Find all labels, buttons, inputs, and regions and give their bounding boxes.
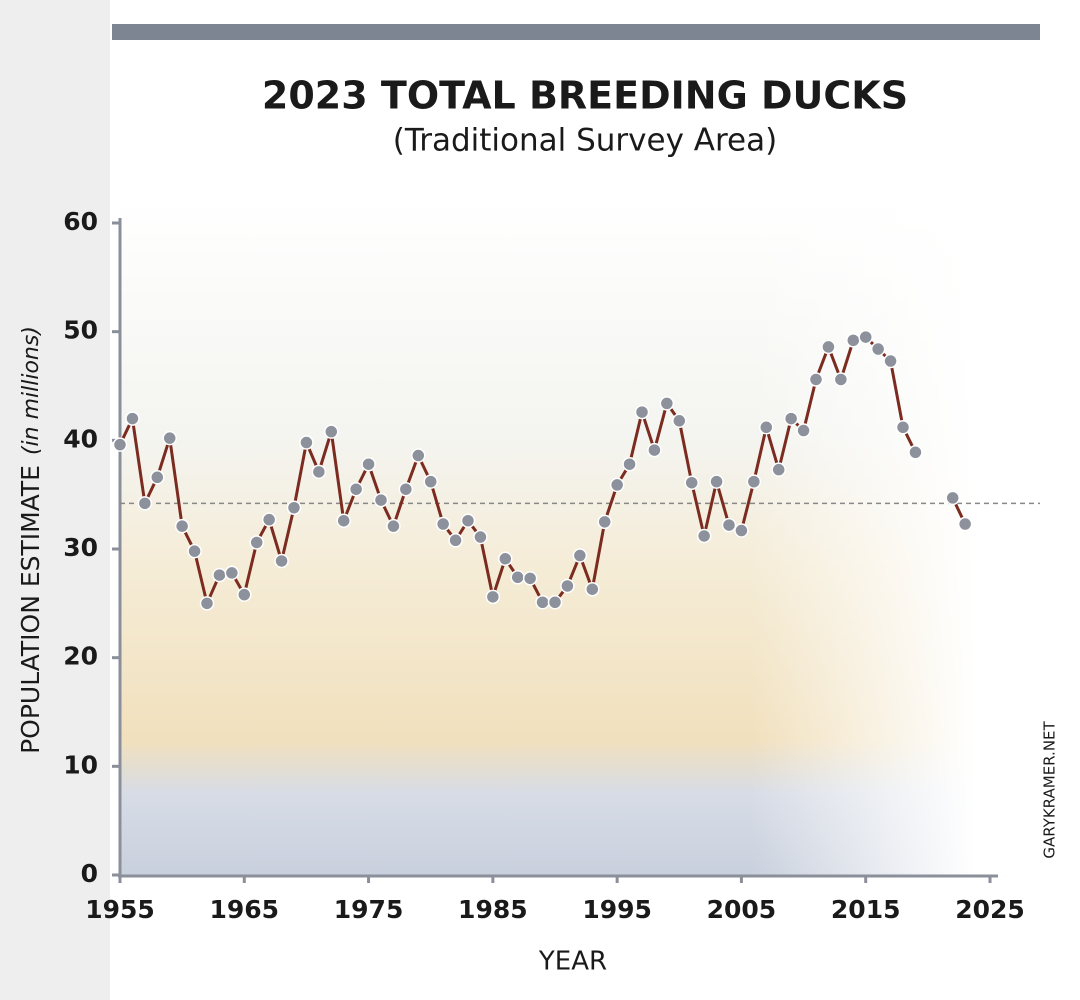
top-bar bbox=[112, 24, 1040, 40]
data-point bbox=[249, 535, 264, 550]
data-point bbox=[299, 435, 314, 450]
y-tick-label: 20 bbox=[63, 642, 98, 671]
data-point bbox=[286, 500, 302, 515]
data-point bbox=[224, 565, 240, 581]
data-point bbox=[199, 596, 215, 611]
data-point bbox=[709, 474, 724, 489]
y-axis-label-main: POPULATION ESTIMATE bbox=[16, 465, 45, 754]
y-tick-label: 30 bbox=[63, 533, 98, 562]
data-point bbox=[945, 490, 960, 506]
data-point bbox=[572, 548, 588, 563]
data-point bbox=[460, 513, 476, 528]
watermark: GARYKRAMER.NET bbox=[1041, 720, 1059, 858]
data-point bbox=[783, 411, 799, 426]
data-point bbox=[746, 474, 762, 489]
data-point bbox=[212, 567, 227, 583]
data-point bbox=[721, 517, 737, 533]
data-point bbox=[547, 594, 563, 610]
data-point bbox=[659, 396, 675, 411]
data-point bbox=[187, 543, 202, 559]
x-tick-label: 1995 bbox=[582, 895, 652, 924]
chart-title: 2023 TOTAL BREEDING DUCKS bbox=[262, 74, 908, 118]
data-point bbox=[870, 341, 886, 357]
data-point bbox=[833, 372, 849, 387]
data-point bbox=[336, 513, 351, 528]
data-point bbox=[535, 594, 550, 610]
data-point bbox=[647, 442, 662, 458]
data-point bbox=[473, 529, 488, 545]
data-point bbox=[137, 496, 153, 511]
data-point bbox=[373, 492, 389, 508]
data-point bbox=[808, 372, 824, 387]
data-point bbox=[895, 420, 911, 435]
data-point bbox=[771, 462, 786, 477]
x-tick-label: 2025 bbox=[955, 895, 1025, 924]
data-point bbox=[634, 404, 650, 420]
data-point bbox=[622, 456, 637, 472]
data-point bbox=[883, 353, 898, 369]
y-tick-label: 50 bbox=[63, 316, 98, 345]
data-point bbox=[398, 481, 414, 497]
data-point bbox=[361, 456, 376, 472]
y-tick-label: 60 bbox=[63, 207, 98, 236]
data-point bbox=[435, 516, 451, 532]
side-panel bbox=[0, 0, 110, 1000]
data-point bbox=[734, 523, 749, 538]
x-tick-label: 1955 bbox=[85, 895, 155, 924]
data-point bbox=[150, 470, 165, 485]
data-point bbox=[174, 518, 190, 534]
data-point bbox=[448, 533, 463, 548]
data-point bbox=[237, 587, 252, 602]
data-point bbox=[560, 578, 575, 594]
data-point bbox=[846, 333, 861, 348]
data-point bbox=[112, 437, 128, 452]
data-point bbox=[423, 474, 438, 489]
x-tick-label: 2005 bbox=[707, 895, 777, 924]
data-point bbox=[386, 518, 401, 534]
data-point bbox=[485, 589, 501, 605]
chart-subtitle: (Traditional Survey Area) bbox=[393, 123, 777, 159]
data-point bbox=[957, 516, 973, 532]
data-point bbox=[311, 464, 327, 480]
y-tick-label: 40 bbox=[63, 424, 98, 453]
data-point bbox=[609, 477, 625, 493]
data-point bbox=[684, 475, 699, 490]
y-tick-label: 0 bbox=[81, 859, 98, 888]
data-point bbox=[324, 424, 339, 439]
data-point bbox=[908, 445, 923, 460]
plot-fade bbox=[120, 200, 1020, 875]
data-point bbox=[796, 423, 811, 438]
data-point bbox=[125, 411, 140, 426]
data-point bbox=[597, 514, 612, 530]
data-point bbox=[585, 581, 600, 597]
x-tick-label: 1965 bbox=[209, 895, 279, 924]
y-tick-label: 10 bbox=[63, 750, 98, 779]
data-point bbox=[348, 481, 364, 497]
x-tick-label: 1975 bbox=[334, 895, 404, 924]
data-point bbox=[274, 553, 289, 569]
x-axis-label: YEAR bbox=[538, 947, 607, 977]
data-point bbox=[696, 528, 712, 544]
x-tick-label: 1985 bbox=[458, 895, 528, 924]
data-point bbox=[498, 551, 513, 567]
y-axis-label-note: (in millions) bbox=[19, 326, 44, 455]
data-point bbox=[162, 430, 177, 446]
data-point bbox=[759, 420, 774, 435]
data-point bbox=[510, 570, 525, 585]
data-point bbox=[411, 448, 426, 463]
y-axis-label: POPULATION ESTIMATE (in millions) bbox=[16, 326, 45, 754]
data-point bbox=[522, 571, 538, 586]
data-point bbox=[261, 512, 277, 527]
data-point bbox=[672, 413, 687, 429]
x-tick-label: 2015 bbox=[831, 895, 901, 924]
data-point bbox=[821, 339, 836, 355]
data-point bbox=[858, 329, 873, 345]
